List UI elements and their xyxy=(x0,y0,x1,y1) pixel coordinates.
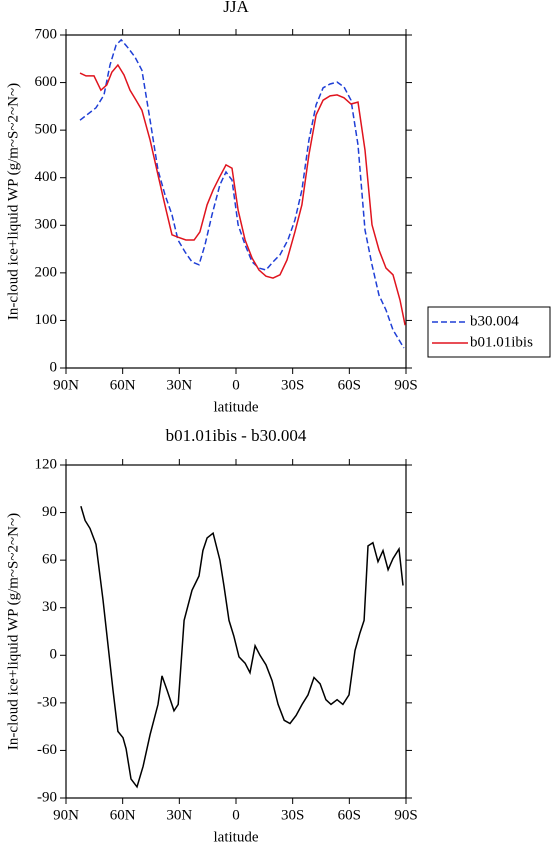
y-tick-label: 30 xyxy=(42,599,57,615)
x-tick-label: 60N xyxy=(110,807,136,823)
y-tick-label: 500 xyxy=(35,122,58,138)
y-tick-label: 0 xyxy=(50,359,58,375)
y-tick-label: -30 xyxy=(37,694,57,710)
x-tick-label: 90N xyxy=(53,377,79,393)
y-tick-label: 0 xyxy=(50,647,58,663)
x-tick-label: 0 xyxy=(232,807,240,823)
y-axis-label: In-cloud ice+liquid WP (g/m~S~2~N~) xyxy=(5,83,21,320)
y-tick-label: -90 xyxy=(37,789,57,805)
data-line xyxy=(80,505,404,789)
x-axis-label: latitude xyxy=(214,829,259,845)
x-axis-label: latitude xyxy=(214,399,259,415)
x-tick-label: 60N xyxy=(110,377,136,393)
y-tick-label: 300 xyxy=(35,217,58,233)
legend-label: b01.01ibis xyxy=(470,334,533,350)
y-tick-label: 600 xyxy=(35,74,58,90)
y-tick-label: -60 xyxy=(37,742,57,758)
x-tick-label: 60S xyxy=(338,377,361,393)
legend-label: b30.004 xyxy=(470,313,519,329)
chart-title: JJA xyxy=(223,0,249,16)
x-tick-label: 0 xyxy=(232,377,240,393)
plot-frame xyxy=(65,34,407,369)
x-tick-label: 30S xyxy=(281,807,304,823)
x-tick-label: 30S xyxy=(281,377,304,393)
x-tick-label: 90S xyxy=(394,377,417,393)
y-tick-label: 700 xyxy=(35,26,58,42)
chart-title: b01.01ibis - b30.004 xyxy=(166,426,307,445)
x-tick-label: 90S xyxy=(394,807,417,823)
x-tick-label: 60S xyxy=(338,807,361,823)
plot-frame xyxy=(65,464,407,799)
y-tick-label: 400 xyxy=(35,169,58,185)
series-line xyxy=(79,63,406,326)
x-tick-label: 30N xyxy=(166,807,192,823)
y-tick-label: 120 xyxy=(35,456,58,472)
y-tick-label: 100 xyxy=(35,312,58,328)
y-axis-label: In-cloud ice+liquid WP (g/m~S~2~N~) xyxy=(5,513,21,750)
legend-box xyxy=(427,306,551,358)
y-tick-label: 90 xyxy=(42,504,57,520)
y-tick-label: 200 xyxy=(35,264,58,280)
x-tick-label: 30N xyxy=(166,377,192,393)
y-tick-label: 60 xyxy=(42,552,57,568)
x-tick-label: 90N xyxy=(53,807,79,823)
